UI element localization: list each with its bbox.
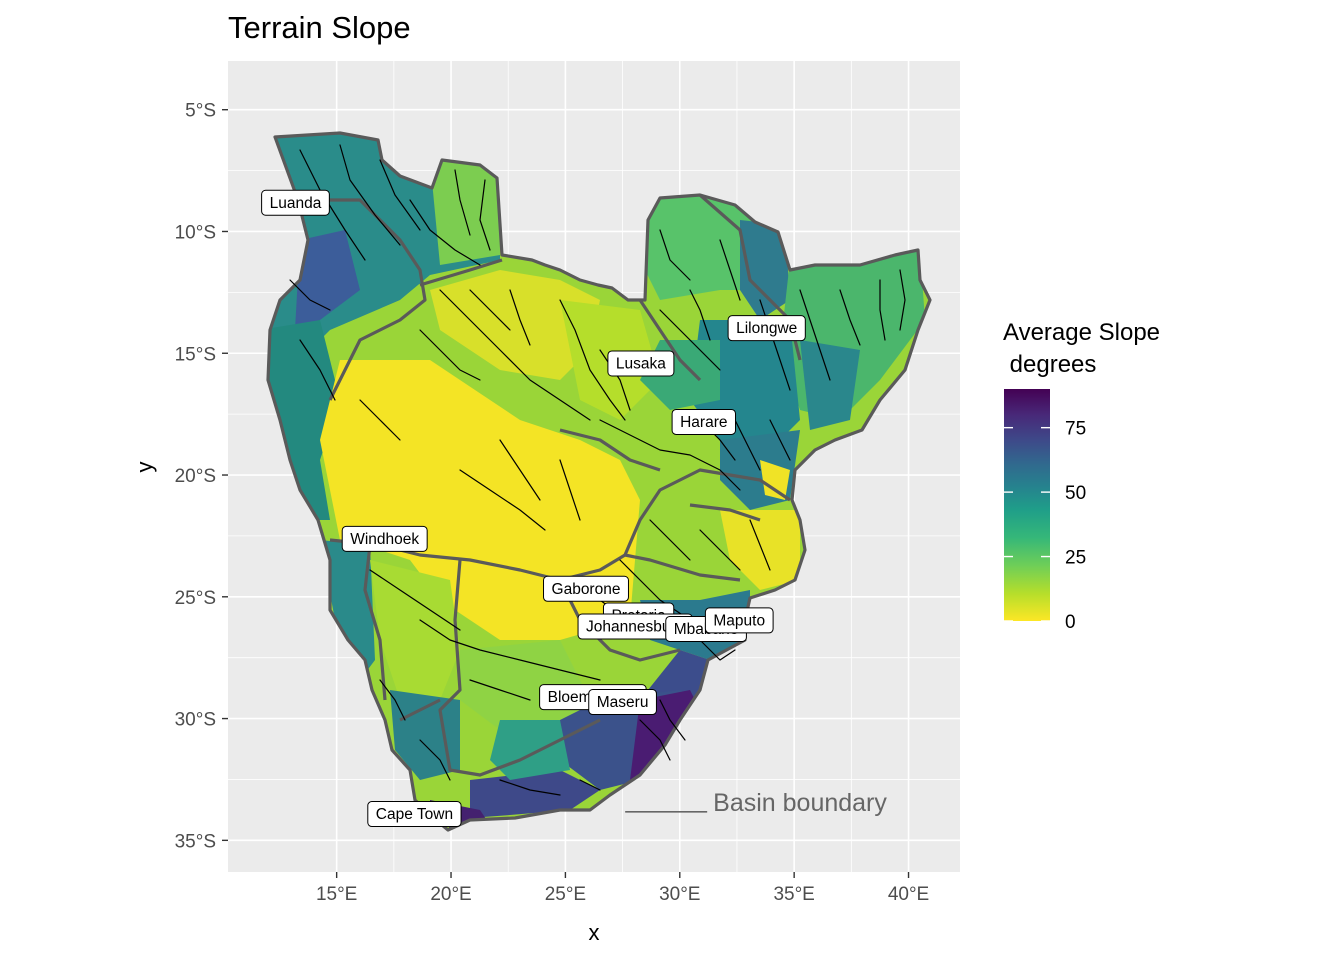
legend-title-line1: Average Slope	[1003, 319, 1160, 346]
city-label-text: Windhoek	[350, 531, 419, 548]
city-label: Windhoek	[341, 525, 428, 552]
city-label: Maseru	[588, 689, 657, 716]
x-axis-ticks: 15°E 20°E 25°E 30°E 35°E 40°E	[316, 872, 929, 905]
y-tick-label: 35°S	[175, 831, 216, 852]
city-label: Gaborone	[543, 575, 629, 602]
x-tick-label: 40°E	[888, 884, 929, 905]
y-axis-title: y	[132, 462, 157, 473]
x-tick-label: 35°E	[773, 884, 814, 905]
x-tick-label: 30°E	[659, 884, 700, 905]
city-label-text: Lilongwe	[736, 320, 797, 337]
city-label-box	[341, 525, 428, 552]
legend-title-line2: degrees	[1003, 351, 1096, 378]
city-label-text: Lusaka	[616, 355, 666, 372]
city-label-box	[704, 607, 774, 634]
y-tick-label: 20°S	[175, 466, 216, 487]
city-label: Lilongwe	[727, 315, 806, 342]
city-label: Maputo	[704, 607, 774, 634]
city-label-text: Luanda	[270, 195, 322, 212]
city-label-box	[543, 575, 629, 602]
city-label-text: Johannesburg	[586, 619, 684, 636]
map-title: Terrain Slope	[228, 10, 411, 45]
legend-tick-label: 75	[1065, 419, 1086, 440]
legend-tick-label: 0	[1065, 612, 1076, 633]
y-tick-label: 10°S	[175, 222, 216, 243]
city-label-box	[607, 350, 675, 377]
y-axis-ticks: 5°S 10°S 15°S 20°S 25°S 30°S 35°S	[175, 101, 228, 852]
city-label-text: Maputo	[713, 612, 765, 629]
x-tick-label: 15°E	[316, 884, 357, 905]
y-tick-label: 30°S	[175, 710, 216, 731]
legend-ticks: 0 25 50 75	[1004, 419, 1086, 633]
y-tick-label: 5°S	[185, 101, 216, 122]
legend-tick-label: 50	[1065, 483, 1086, 504]
annotation-text: Basin boundary	[713, 789, 887, 817]
x-tick-label: 20°E	[430, 884, 471, 905]
legend-colorbar	[1004, 389, 1050, 621]
city-labels: Luanda Lilongwe Lusaka Harare Windhoek Gaboro…	[261, 189, 806, 828]
city-label-box	[367, 801, 462, 828]
city-label: Cape Town	[367, 801, 462, 828]
x-tick-label: 25°E	[545, 884, 586, 905]
legend: Average Slope degrees 0 25 50 75	[1003, 319, 1160, 633]
city-label-box	[727, 315, 806, 342]
y-tick-label: 15°S	[175, 344, 216, 365]
city-label-box	[588, 689, 657, 716]
city-label-text: Gaborone	[552, 581, 621, 598]
city-label-box	[261, 189, 330, 216]
city-label-text: Cape Town	[376, 806, 453, 823]
city-label-box	[671, 408, 736, 435]
x-axis-title: x	[589, 920, 600, 945]
basin-boundaries	[266, 131, 932, 832]
city-label: Johannesburg	[577, 613, 693, 640]
y-tick-label: 25°S	[175, 588, 216, 609]
city-label-text: Harare	[680, 414, 727, 431]
city-label-text: Maseru	[597, 694, 649, 711]
city-label: Harare	[671, 408, 736, 435]
city-label: Lusaka	[607, 350, 675, 377]
city-label: Luanda	[261, 189, 330, 216]
basin-boundary-annotation: Basin boundary	[625, 789, 887, 817]
legend-tick-label: 25	[1065, 548, 1086, 569]
